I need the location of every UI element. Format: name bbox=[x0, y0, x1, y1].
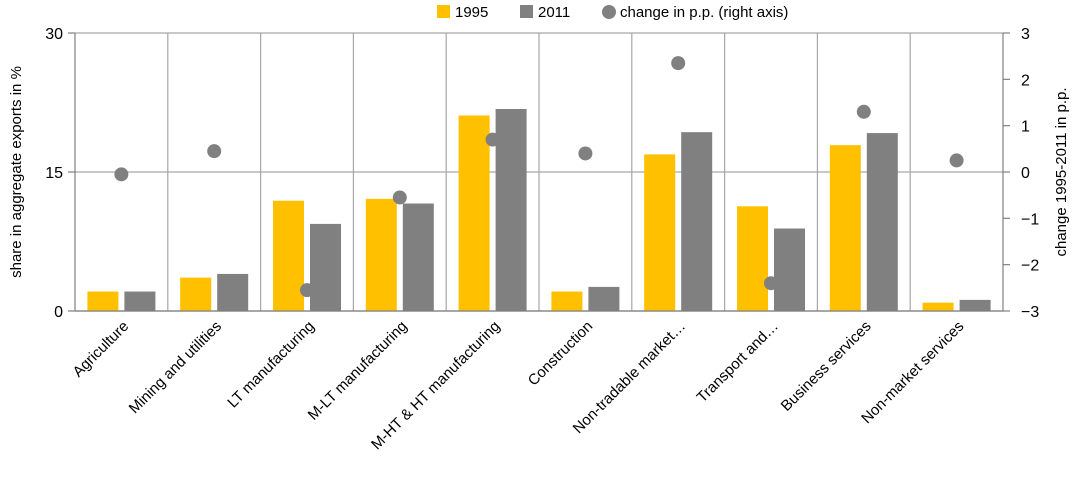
y2-tick-label: −1 bbox=[1021, 211, 1039, 228]
y-tick-label: 30 bbox=[45, 26, 63, 43]
bar-1995 bbox=[273, 200, 304, 311]
category-label: Agriculture bbox=[70, 318, 133, 381]
bar-1995 bbox=[644, 154, 676, 311]
change-marker bbox=[671, 56, 686, 71]
y2-tick-label: 2 bbox=[1021, 72, 1030, 89]
category-label: Construction bbox=[525, 318, 597, 390]
bar-1995 bbox=[829, 145, 861, 311]
bar-2011 bbox=[124, 291, 156, 311]
y2-tick-label: 0 bbox=[1021, 165, 1030, 182]
bar-1995 bbox=[551, 291, 583, 311]
bar-2011 bbox=[402, 203, 434, 311]
y-axis-title: share in aggregate exports in % bbox=[8, 66, 25, 278]
category-label: M-LT manufacturing bbox=[305, 318, 411, 424]
category-label: Non-market services bbox=[858, 318, 967, 427]
change-marker bbox=[207, 144, 222, 159]
bar-2011 bbox=[310, 223, 341, 311]
legend: 1995 2011 change in p.p. (right axis) bbox=[437, 4, 788, 21]
bar-1995 bbox=[365, 198, 397, 311]
change-marker bbox=[764, 276, 778, 291]
category-label: Transport and… bbox=[694, 318, 782, 406]
bar-2011 bbox=[217, 273, 249, 311]
bar-2011 bbox=[774, 228, 805, 311]
change-marker bbox=[114, 167, 129, 182]
legend-label: 1995 bbox=[455, 4, 488, 21]
bar-2011 bbox=[588, 286, 620, 311]
bar-2011 bbox=[495, 108, 527, 311]
category-label: Mining and utilities bbox=[126, 318, 225, 417]
axes bbox=[68, 32, 1010, 312]
change-marker bbox=[485, 132, 500, 147]
bar-2011 bbox=[681, 132, 713, 311]
bars bbox=[87, 108, 991, 312]
legend-label: change in p.p. (right axis) bbox=[620, 4, 788, 21]
bar-1995 bbox=[922, 302, 954, 311]
bar-1995 bbox=[180, 277, 212, 311]
change-marker bbox=[856, 104, 871, 119]
change-markers bbox=[114, 56, 964, 298]
tick-labels: 0 15 30 −3 −2 −1 0 1 2 3 bbox=[45, 26, 1039, 321]
legend-label: 2011 bbox=[538, 4, 570, 21]
y2-tick-label: −2 bbox=[1021, 258, 1039, 275]
legend-swatch bbox=[602, 5, 616, 19]
bar-2011 bbox=[866, 133, 898, 311]
y-tick-label: 15 bbox=[45, 165, 63, 182]
y2-tick-label: 1 bbox=[1021, 119, 1030, 136]
legend-swatch bbox=[437, 5, 450, 18]
y-tick-label: 0 bbox=[54, 304, 63, 321]
bar-1995 bbox=[737, 206, 768, 311]
bar-1995 bbox=[87, 291, 119, 311]
change-marker bbox=[392, 190, 407, 205]
change-marker bbox=[300, 283, 314, 298]
legend-swatch bbox=[520, 5, 533, 18]
gridlines bbox=[75, 32, 1003, 312]
change-marker bbox=[578, 146, 593, 161]
change-marker bbox=[949, 153, 964, 168]
bar-2011 bbox=[959, 299, 991, 311]
category-label: Business services bbox=[778, 318, 875, 415]
y2-tick-label: −3 bbox=[1021, 304, 1039, 321]
category-label: LT manufacturing bbox=[224, 318, 318, 412]
bar-1995 bbox=[458, 115, 490, 312]
y2-axis-title: change 1995-2011 in p.p. bbox=[1053, 87, 1070, 256]
y2-tick-label: 3 bbox=[1021, 26, 1030, 43]
